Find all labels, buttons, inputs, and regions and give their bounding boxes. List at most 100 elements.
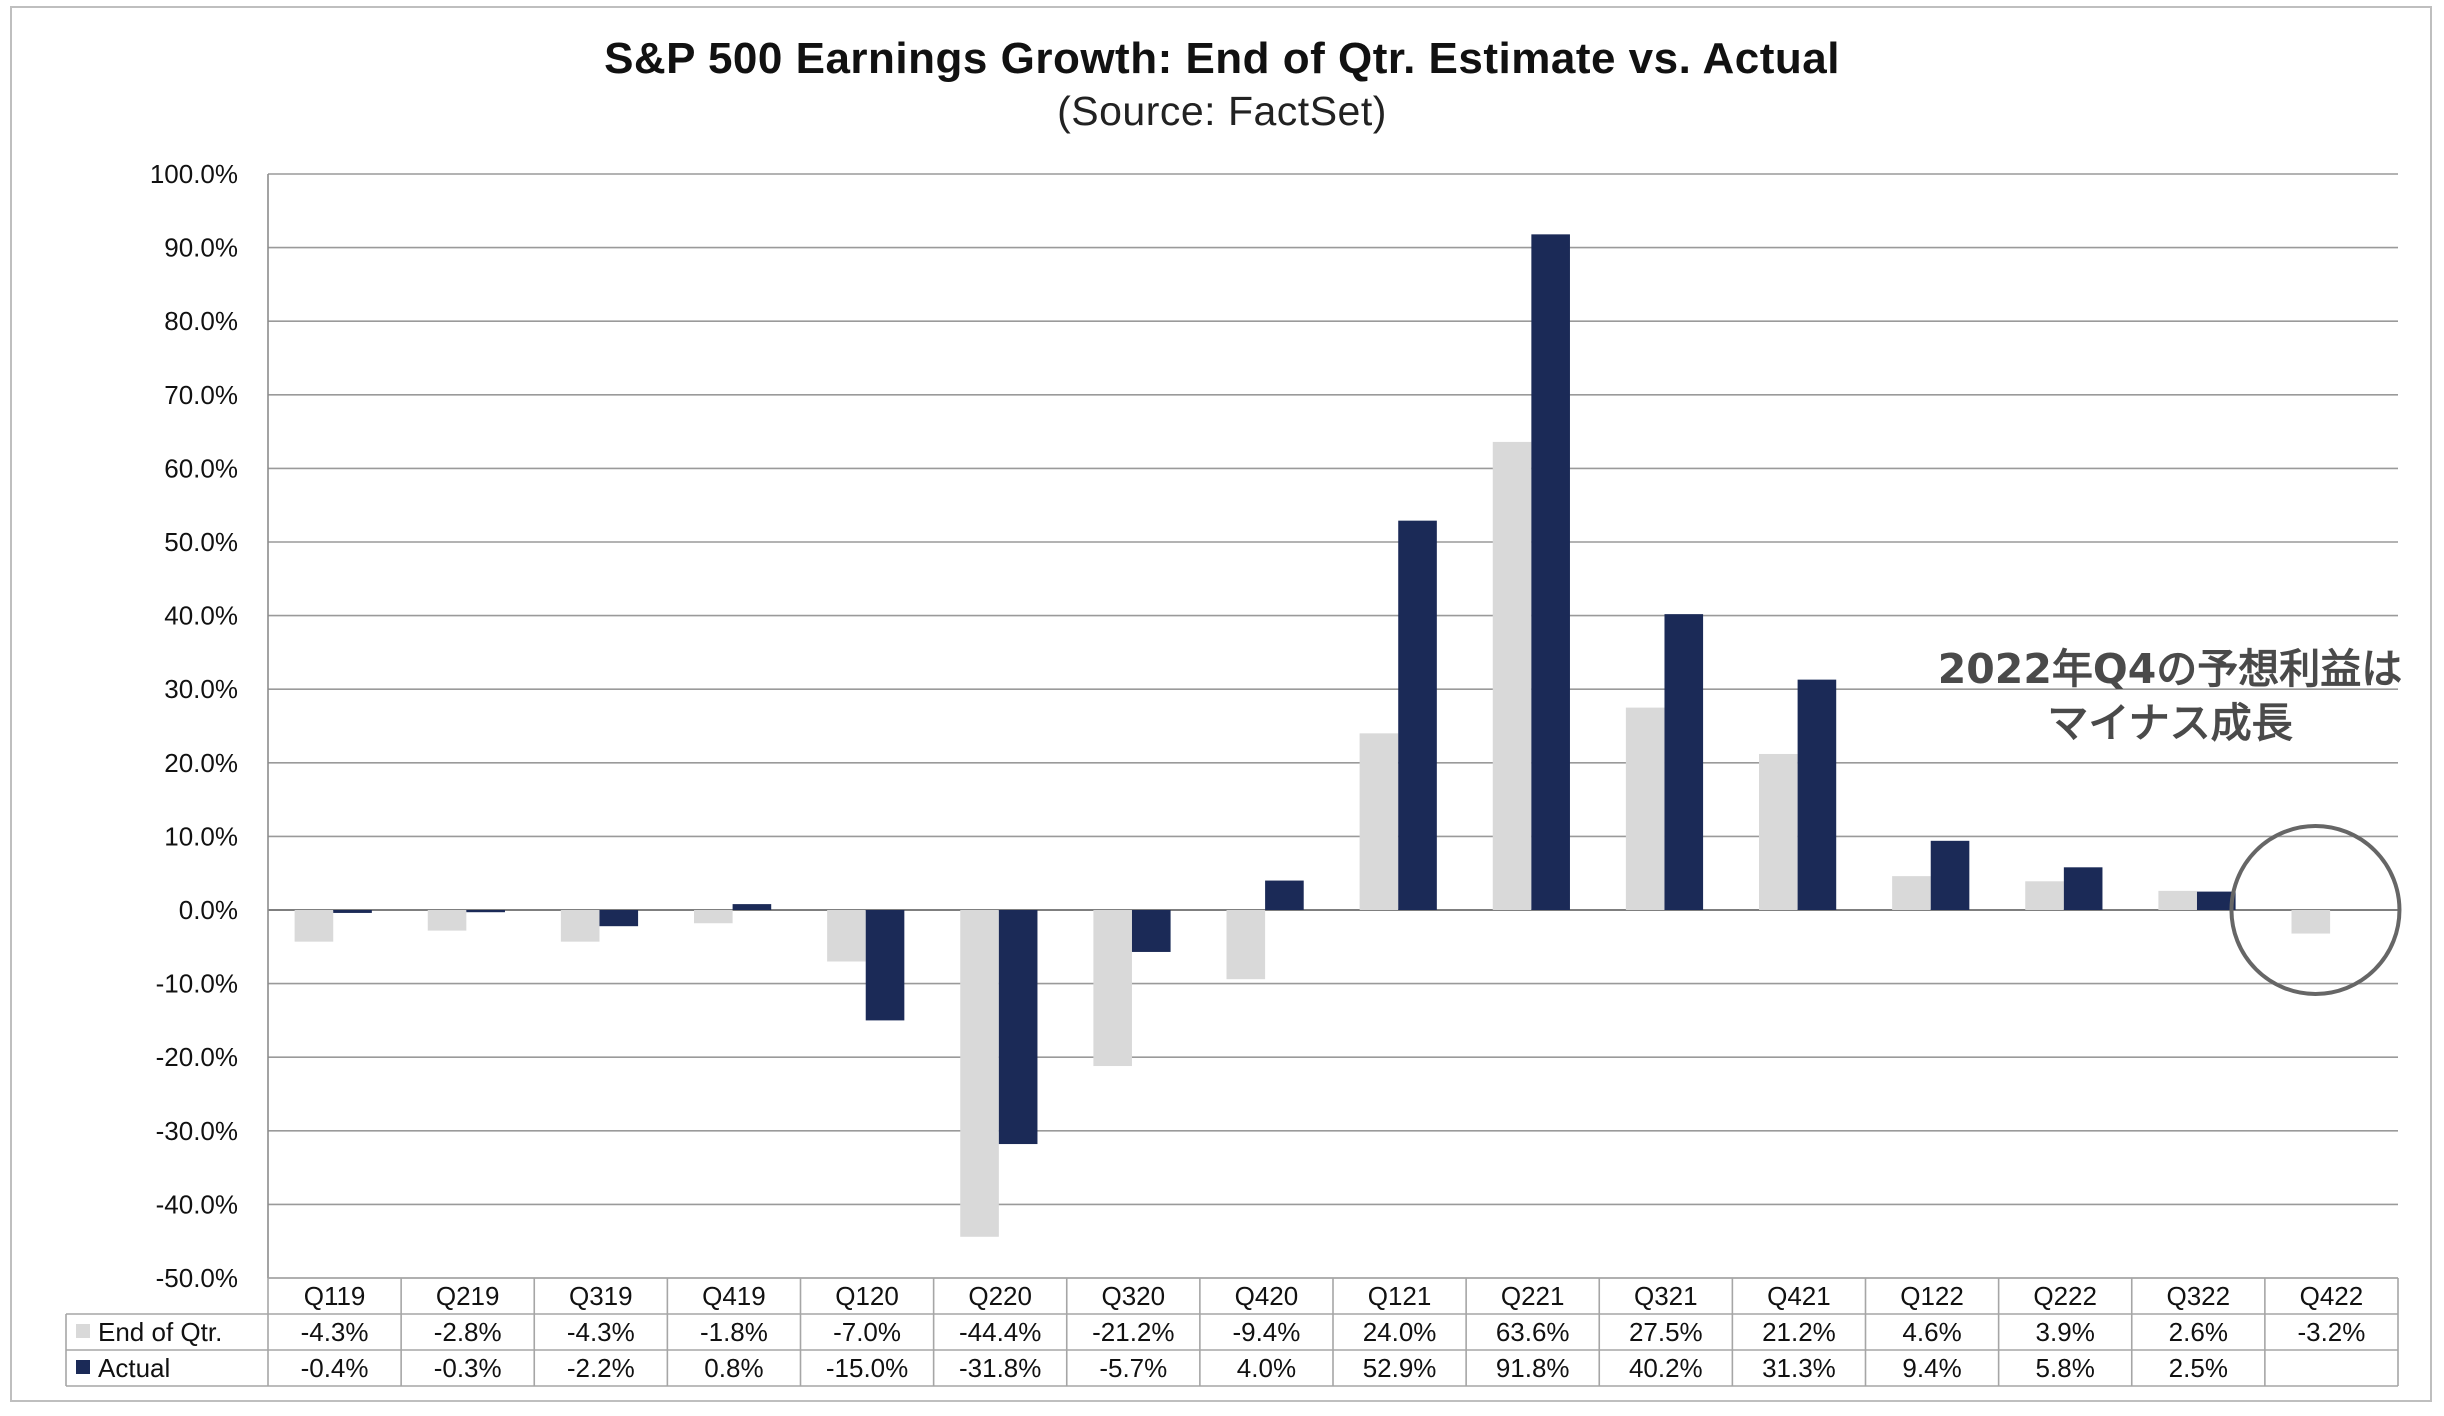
table-cell-estimate: -2.8%	[434, 1317, 502, 1347]
bar-actual	[599, 910, 639, 927]
bar-estimate	[2291, 910, 2331, 934]
x-tick-label: Q122	[1900, 1281, 1964, 1311]
y-tick-label: 0.0%	[179, 895, 238, 925]
table-cell-estimate: -44.4%	[959, 1317, 1041, 1347]
bar-estimate	[427, 910, 467, 931]
bar-estimate	[960, 910, 999, 1237]
bar-estimate	[2158, 890, 2197, 910]
bar-actual	[1131, 910, 1171, 952]
bar-actual	[333, 910, 372, 913]
y-tick-label: -50.0%	[156, 1263, 238, 1293]
bar-actual	[466, 910, 505, 913]
table-cell-actual: 52.9%	[1363, 1353, 1437, 1383]
y-tick-label: 50.0%	[164, 527, 238, 557]
annotation-line-2: マイナス成長	[2047, 699, 2293, 747]
bar-estimate	[1226, 910, 1266, 980]
chart-frame	[10, 6, 2432, 1402]
table-cell-actual: -0.3%	[434, 1353, 502, 1383]
table-cell-estimate: -4.3%	[567, 1317, 635, 1347]
table-cell-actual: 5.8%	[2036, 1353, 2095, 1383]
x-tick-label: Q119	[304, 1281, 366, 1311]
x-tick-label: Q121	[1368, 1281, 1432, 1311]
x-tick-label: Q222	[2033, 1281, 2097, 1311]
bar-estimate	[1492, 441, 1532, 910]
x-tick-label: Q219	[436, 1281, 500, 1311]
chart-title: S&P 500 Earnings Growth: End of Qtr. Est…	[604, 34, 1840, 83]
table-cell-estimate: 63.6%	[1496, 1317, 1570, 1347]
bar-estimate	[694, 910, 733, 924]
bar-estimate	[1759, 753, 1798, 910]
table-cell-actual: 40.2%	[1629, 1353, 1703, 1383]
x-tick-label: Q422	[2300, 1281, 2364, 1311]
legend-label-estimate: End of Qtr.	[98, 1317, 222, 1347]
table-cell-estimate: -9.4%	[1232, 1317, 1300, 1347]
table-cell-actual: 91.8%	[1496, 1353, 1570, 1383]
bar-estimate	[1892, 876, 1931, 910]
bar-estimate	[1625, 707, 1665, 910]
bar-actual	[865, 910, 905, 1021]
table-cell-estimate: -3.2%	[2297, 1317, 2365, 1347]
bar-estimate	[2025, 881, 2064, 910]
table-cell-estimate: 24.0%	[1363, 1317, 1437, 1347]
table-cell-actual: -31.8%	[959, 1353, 1041, 1383]
bar-actual	[1265, 880, 1304, 910]
bar-actual	[1398, 520, 1437, 910]
bar-estimate	[560, 910, 600, 942]
table-cell-actual: 2.5%	[2169, 1353, 2228, 1383]
annotation-note: 2022年Q4の予想利益は マイナス成長	[1900, 642, 2440, 750]
chart-subtitle: (Source: FactSet)	[1057, 88, 1387, 134]
bar-actual	[732, 904, 772, 910]
x-tick-label: Q421	[1767, 1281, 1831, 1311]
x-tick-label: Q221	[1501, 1281, 1565, 1311]
x-tick-label: Q420	[1235, 1281, 1299, 1311]
bar-actual	[998, 910, 1038, 1145]
table-cell-estimate: -21.2%	[1092, 1317, 1174, 1347]
y-tick-label: 40.0%	[164, 601, 238, 631]
x-tick-label: Q321	[1634, 1281, 1698, 1311]
table-cell-actual: -5.7%	[1099, 1353, 1167, 1383]
table-cell-estimate: -1.8%	[700, 1317, 768, 1347]
bar-estimate	[294, 910, 334, 942]
y-tick-label: 90.0%	[164, 233, 238, 263]
legend-swatch-estimate	[76, 1324, 90, 1338]
bar-actual	[1797, 679, 1837, 910]
table-cell-actual: 4.0%	[1237, 1353, 1296, 1383]
table-cell-estimate: 27.5%	[1629, 1317, 1703, 1347]
table-cell-actual: -0.4%	[301, 1353, 369, 1383]
bar-estimate	[827, 910, 866, 962]
bar-actual	[1664, 614, 1704, 910]
table-cell-estimate: -7.0%	[833, 1317, 901, 1347]
y-tick-label: 20.0%	[164, 748, 238, 778]
table-cell-estimate: 2.6%	[2169, 1317, 2228, 1347]
y-tick-label: -30.0%	[156, 1116, 238, 1146]
bar-actual	[2196, 891, 2236, 910]
highlight-circle	[2229, 824, 2402, 996]
y-tick-label: 10.0%	[164, 821, 238, 851]
y-tick-label: -20.0%	[156, 1042, 238, 1072]
y-tick-label: -10.0%	[156, 969, 238, 999]
bar-estimate	[1359, 733, 1399, 910]
y-tick-label: 100.0%	[150, 159, 238, 189]
x-tick-label: Q322	[2167, 1281, 2231, 1311]
x-tick-label: Q120	[835, 1281, 899, 1311]
bar-actual	[1930, 840, 1970, 910]
table-cell-estimate: 3.9%	[2036, 1317, 2095, 1347]
table-cell-actual: -2.2%	[567, 1353, 635, 1383]
table-cell-estimate: -4.3%	[301, 1317, 369, 1347]
x-tick-label: Q220	[968, 1281, 1032, 1311]
bar-estimate	[1093, 910, 1132, 1067]
y-tick-label: 30.0%	[164, 674, 238, 704]
y-tick-label: 80.0%	[164, 306, 238, 336]
y-tick-label: 70.0%	[164, 380, 238, 410]
x-tick-label: Q419	[702, 1281, 766, 1311]
x-tick-label: Q319	[569, 1281, 633, 1311]
y-tick-label: -40.0%	[156, 1189, 238, 1219]
table-cell-actual: 0.8%	[704, 1353, 763, 1383]
bar-actual	[1531, 234, 1570, 911]
x-tick-label: Q320	[1102, 1281, 1166, 1311]
table-cell-estimate: 21.2%	[1762, 1317, 1836, 1347]
table-cell-actual: 9.4%	[1902, 1353, 1961, 1383]
table-cell-actual: -15.0%	[826, 1353, 908, 1383]
legend-label-actual: Actual	[98, 1353, 170, 1383]
